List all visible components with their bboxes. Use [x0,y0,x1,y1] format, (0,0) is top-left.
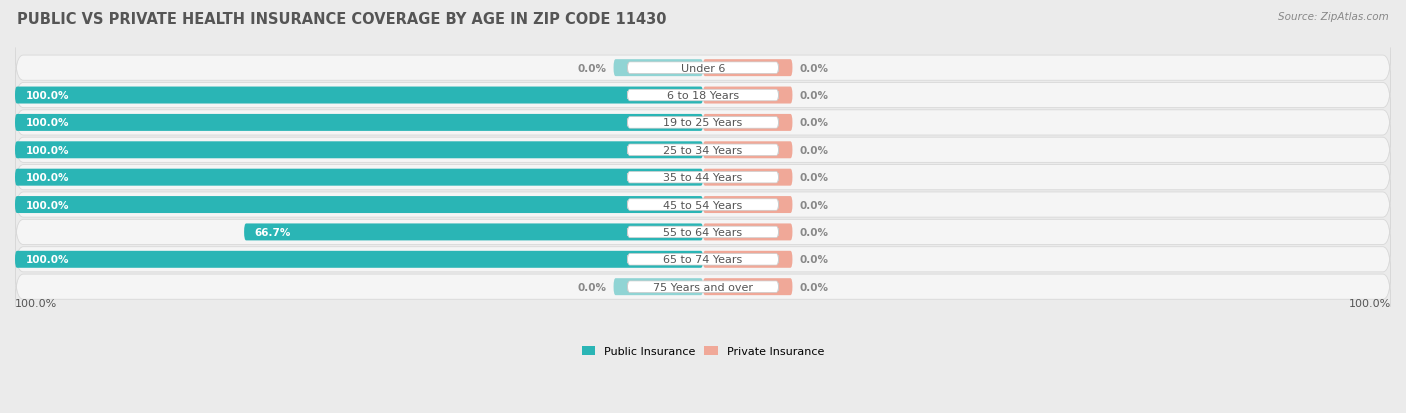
FancyBboxPatch shape [15,169,703,186]
Text: 0.0%: 0.0% [800,228,828,237]
FancyBboxPatch shape [627,254,779,266]
FancyBboxPatch shape [627,117,779,129]
FancyBboxPatch shape [15,48,1391,89]
FancyBboxPatch shape [245,224,703,241]
FancyBboxPatch shape [627,281,779,293]
FancyBboxPatch shape [15,87,703,104]
FancyBboxPatch shape [703,197,793,214]
FancyBboxPatch shape [703,87,793,104]
FancyBboxPatch shape [627,90,779,102]
Text: 100.0%: 100.0% [25,145,69,155]
FancyBboxPatch shape [15,115,703,132]
Text: 100.0%: 100.0% [25,173,69,183]
Text: 66.7%: 66.7% [254,228,291,237]
Text: 45 to 54 Years: 45 to 54 Years [664,200,742,210]
FancyBboxPatch shape [15,130,1391,171]
FancyBboxPatch shape [703,169,793,186]
FancyBboxPatch shape [15,240,1391,280]
Text: 6 to 18 Years: 6 to 18 Years [666,91,740,101]
Text: 75 Years and over: 75 Years and over [652,282,754,292]
Text: 0.0%: 0.0% [800,64,828,74]
FancyBboxPatch shape [627,145,779,156]
FancyBboxPatch shape [703,278,793,295]
Text: 100.0%: 100.0% [15,298,58,308]
Text: 65 to 74 Years: 65 to 74 Years [664,255,742,265]
FancyBboxPatch shape [703,60,793,77]
Text: 25 to 34 Years: 25 to 34 Years [664,145,742,155]
Text: 0.0%: 0.0% [800,118,828,128]
Text: 35 to 44 Years: 35 to 44 Years [664,173,742,183]
FancyBboxPatch shape [15,197,703,214]
Text: 0.0%: 0.0% [800,200,828,210]
Text: 0.0%: 0.0% [578,64,606,74]
FancyBboxPatch shape [627,172,779,183]
Text: 0.0%: 0.0% [800,255,828,265]
FancyBboxPatch shape [15,142,703,159]
FancyBboxPatch shape [627,63,779,74]
Text: 100.0%: 100.0% [25,118,69,128]
FancyBboxPatch shape [627,227,779,238]
FancyBboxPatch shape [613,278,703,295]
FancyBboxPatch shape [15,185,1391,225]
Text: 0.0%: 0.0% [800,91,828,101]
Text: Under 6: Under 6 [681,64,725,74]
FancyBboxPatch shape [703,142,793,159]
FancyBboxPatch shape [15,103,1391,143]
Text: 0.0%: 0.0% [800,282,828,292]
Text: 100.0%: 100.0% [25,200,69,210]
Text: Source: ZipAtlas.com: Source: ZipAtlas.com [1278,12,1389,22]
Text: 100.0%: 100.0% [25,255,69,265]
FancyBboxPatch shape [15,157,1391,198]
FancyBboxPatch shape [703,115,793,132]
Text: 100.0%: 100.0% [1348,298,1391,308]
Text: 100.0%: 100.0% [25,91,69,101]
Text: 55 to 64 Years: 55 to 64 Years [664,228,742,237]
Text: 0.0%: 0.0% [578,282,606,292]
Text: 19 to 25 Years: 19 to 25 Years [664,118,742,128]
FancyBboxPatch shape [627,199,779,211]
Text: PUBLIC VS PRIVATE HEALTH INSURANCE COVERAGE BY AGE IN ZIP CODE 11430: PUBLIC VS PRIVATE HEALTH INSURANCE COVER… [17,12,666,27]
Text: 0.0%: 0.0% [800,145,828,155]
FancyBboxPatch shape [15,76,1391,116]
FancyBboxPatch shape [15,267,1391,307]
Legend: Public Insurance, Private Insurance: Public Insurance, Private Insurance [578,342,828,361]
FancyBboxPatch shape [613,60,703,77]
FancyBboxPatch shape [703,224,793,241]
FancyBboxPatch shape [15,251,703,268]
Text: 0.0%: 0.0% [800,173,828,183]
FancyBboxPatch shape [703,251,793,268]
FancyBboxPatch shape [15,212,1391,253]
